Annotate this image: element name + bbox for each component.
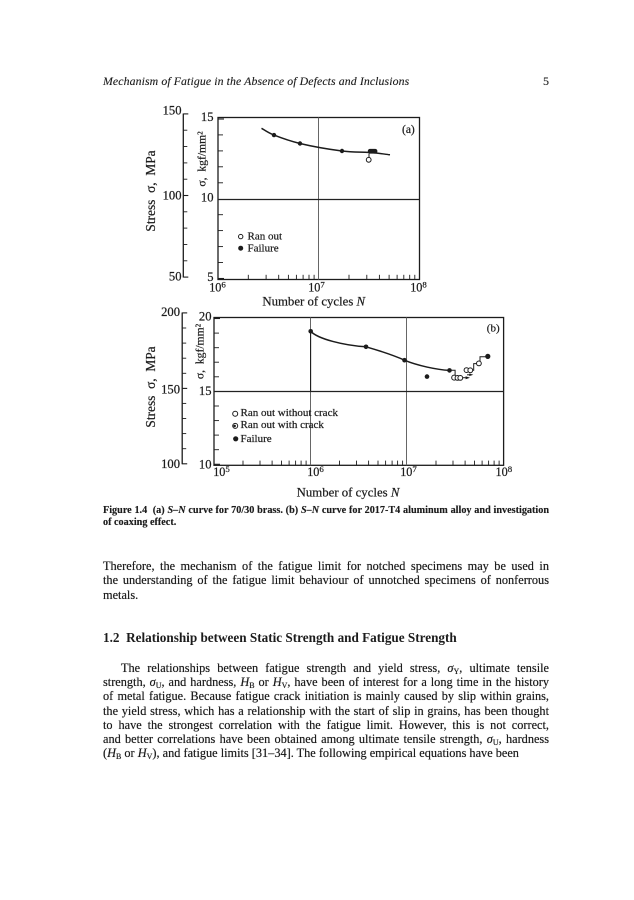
svg-text:50: 50 [169,270,182,284]
svg-text:105: 105 [213,464,230,479]
svg-text:15: 15 [199,384,212,398]
svg-text:(a): (a) [402,124,415,136]
svg-text:Stress σ, MPa: Stress σ, MPa [143,346,158,427]
svg-text:108: 108 [410,280,427,295]
svg-text:150: 150 [163,104,182,118]
svg-text:Ran out: Ran out [248,231,283,243]
svg-text:Failure: Failure [248,242,279,254]
svg-text:20: 20 [199,310,212,324]
svg-text:σ, kgf/mm²: σ, kgf/mm² [194,323,207,379]
svg-text:100: 100 [161,457,180,471]
svg-text:10: 10 [201,191,214,205]
svg-text:100: 100 [163,188,182,202]
svg-text:108: 108 [496,464,513,479]
svg-text:Stress σ, MPa: Stress σ, MPa [143,150,158,231]
svg-text:Ran out without crack: Ran out without crack [241,407,339,419]
svg-text:Number of cycles N: Number of cycles N [297,486,401,500]
svg-text:σ, kgf/mm²: σ, kgf/mm² [196,131,209,187]
svg-text:(b): (b) [487,323,500,335]
svg-text:5: 5 [207,270,213,284]
svg-text:107: 107 [308,280,325,295]
svg-text:107: 107 [400,464,417,479]
svg-text:Number of cycles N: Number of cycles N [262,294,366,308]
svg-text:Ran out with crack: Ran out with crack [241,419,325,431]
svg-text:15: 15 [201,110,214,124]
svg-text:150: 150 [161,382,180,396]
svg-text:106: 106 [209,280,226,295]
svg-text:200: 200 [161,305,180,319]
svg-text:Failure: Failure [241,433,272,445]
svg-text:10: 10 [199,457,212,471]
svg-text:106: 106 [307,464,324,479]
